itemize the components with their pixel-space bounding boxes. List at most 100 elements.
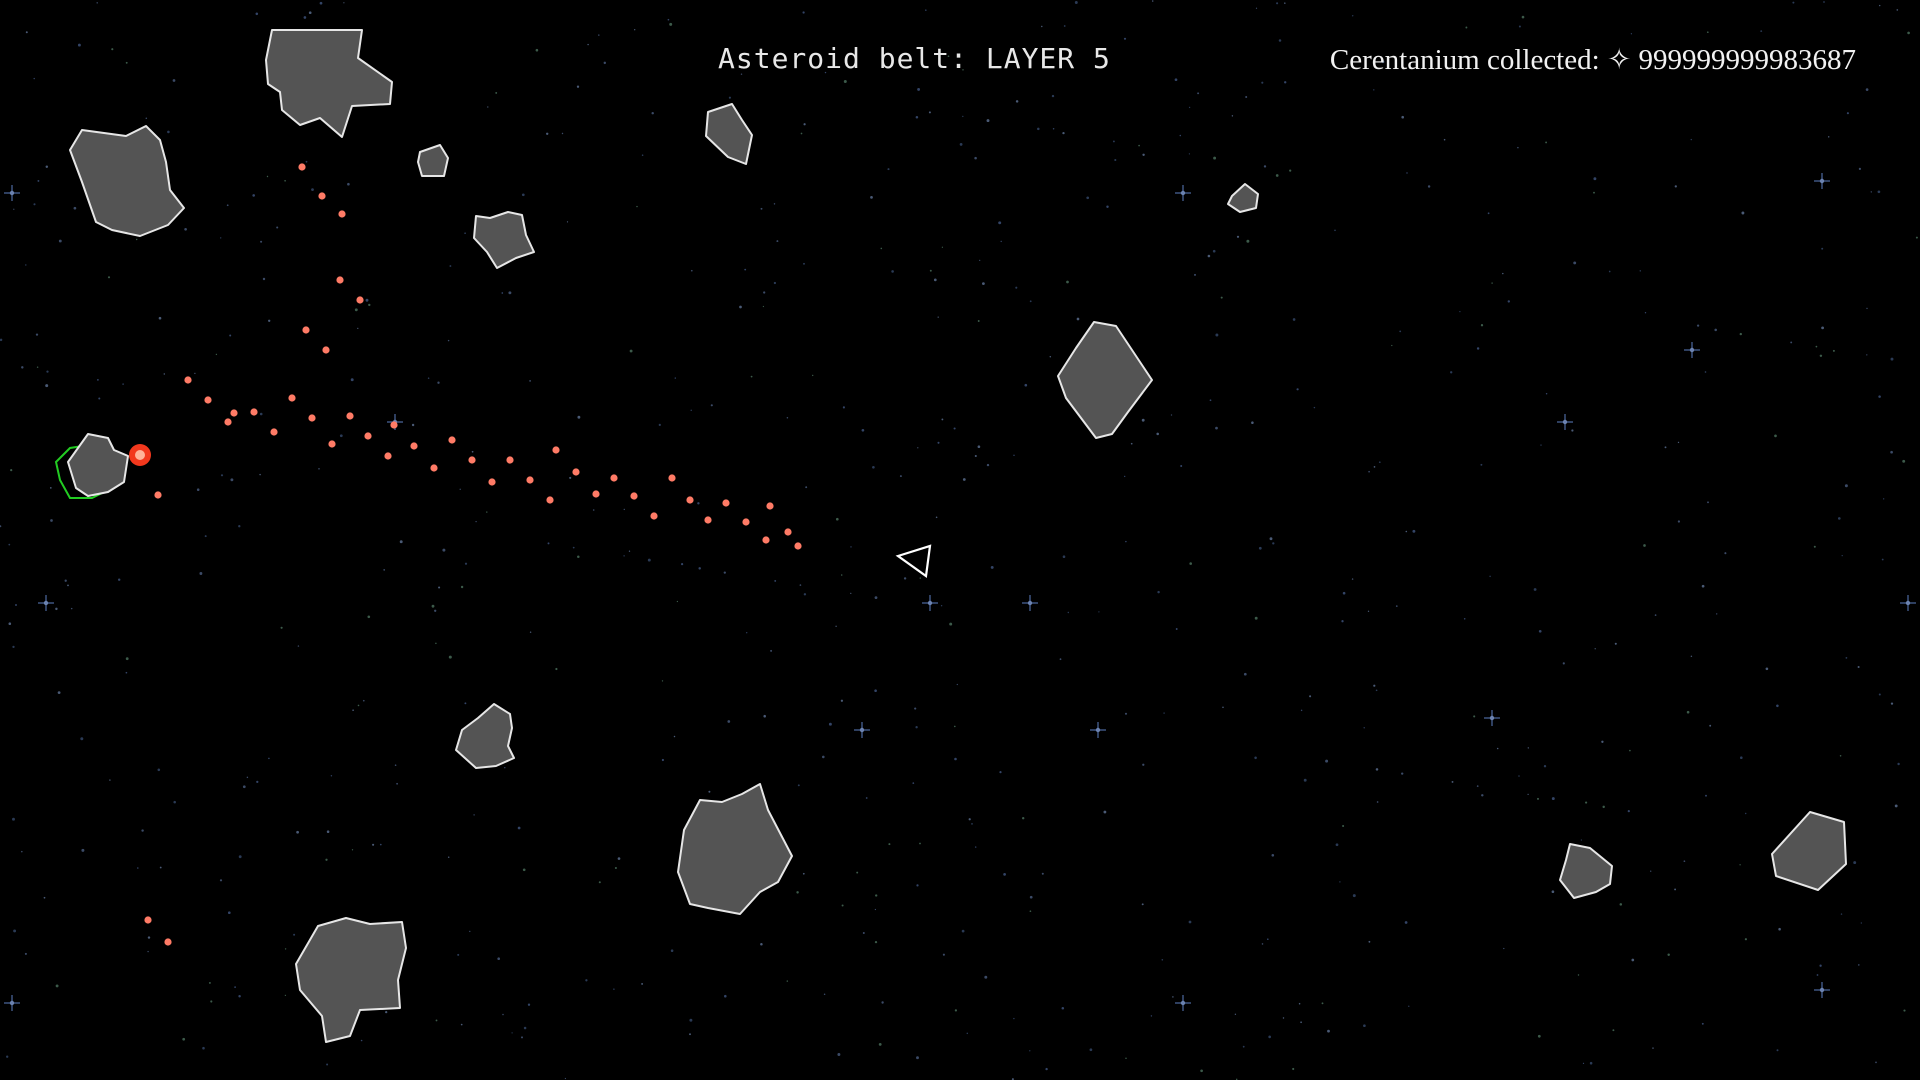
star <box>1866 307 1868 310</box>
star <box>661 680 664 682</box>
star <box>25 31 28 34</box>
star <box>1024 383 1028 387</box>
bullet <box>704 516 712 524</box>
star <box>259 473 261 476</box>
star <box>1614 642 1617 645</box>
star <box>502 1013 504 1016</box>
star <box>1220 296 1223 299</box>
star <box>1518 775 1520 777</box>
star <box>822 755 825 759</box>
star <box>80 737 84 741</box>
star <box>1376 801 1379 803</box>
star <box>903 577 907 580</box>
star <box>1545 392 1548 395</box>
star <box>1059 658 1062 661</box>
star <box>708 790 711 793</box>
star <box>1037 127 1040 131</box>
star <box>774 579 777 582</box>
star <box>238 855 242 859</box>
star <box>763 714 766 718</box>
bullet <box>364 432 372 440</box>
star <box>1821 247 1824 250</box>
star <box>828 722 832 726</box>
star <box>182 1037 186 1041</box>
star <box>357 704 360 707</box>
star <box>874 908 877 911</box>
star <box>1857 665 1860 669</box>
bullet <box>224 418 232 426</box>
star <box>473 814 475 816</box>
star <box>145 117 148 120</box>
star <box>1473 715 1476 718</box>
star <box>1602 805 1605 809</box>
star <box>487 106 489 108</box>
star <box>523 1026 527 1030</box>
star <box>673 735 676 738</box>
star <box>46 370 49 373</box>
star <box>1573 261 1577 265</box>
star <box>990 565 994 569</box>
star <box>163 373 166 375</box>
star <box>1776 704 1779 708</box>
star <box>25 264 27 266</box>
star <box>464 232 466 235</box>
star <box>564 1077 567 1080</box>
star <box>318 468 320 470</box>
star <box>1897 762 1900 766</box>
star <box>1207 254 1211 258</box>
star <box>1704 371 1707 373</box>
star <box>1593 177 1597 181</box>
star <box>1496 747 1499 750</box>
star <box>1292 1067 1295 1071</box>
star <box>1156 432 1159 436</box>
star <box>569 476 572 479</box>
star <box>1476 785 1479 787</box>
layer-indicator: Asteroid belt: LAYER 5 <box>718 42 1111 75</box>
star <box>802 11 805 14</box>
star <box>1188 106 1191 109</box>
star <box>803 123 806 126</box>
star <box>744 268 747 271</box>
star <box>1792 1 1795 4</box>
star <box>33 77 35 80</box>
star <box>874 596 878 600</box>
star <box>1197 92 1200 95</box>
star <box>919 577 922 579</box>
star <box>1839 755 1842 757</box>
star <box>1086 196 1090 200</box>
star <box>917 87 921 91</box>
star <box>326 830 330 833</box>
star <box>1819 964 1822 967</box>
bright-star <box>1175 185 1191 201</box>
star <box>763 291 766 294</box>
star <box>1480 463 1483 466</box>
star <box>521 193 525 197</box>
star <box>773 203 776 205</box>
star <box>941 418 944 421</box>
star <box>1593 191 1595 194</box>
star <box>585 979 588 982</box>
bullet <box>288 394 296 402</box>
star <box>1213 156 1217 160</box>
bullet <box>328 440 336 448</box>
star <box>1242 1045 1245 1048</box>
star <box>776 240 779 243</box>
star <box>262 277 266 281</box>
star <box>843 80 847 83</box>
star <box>915 726 918 729</box>
star <box>1690 655 1693 658</box>
star <box>1465 26 1468 29</box>
star <box>1700 49 1703 53</box>
star <box>1639 270 1642 272</box>
star <box>1562 662 1565 665</box>
star <box>1067 611 1070 614</box>
star <box>15 604 17 606</box>
bright-star <box>4 185 20 201</box>
star <box>566 221 569 223</box>
star <box>881 1001 884 1004</box>
star <box>739 305 742 309</box>
star <box>527 1003 531 1006</box>
star <box>1103 810 1107 814</box>
player-ship[interactable] <box>895 544 932 578</box>
